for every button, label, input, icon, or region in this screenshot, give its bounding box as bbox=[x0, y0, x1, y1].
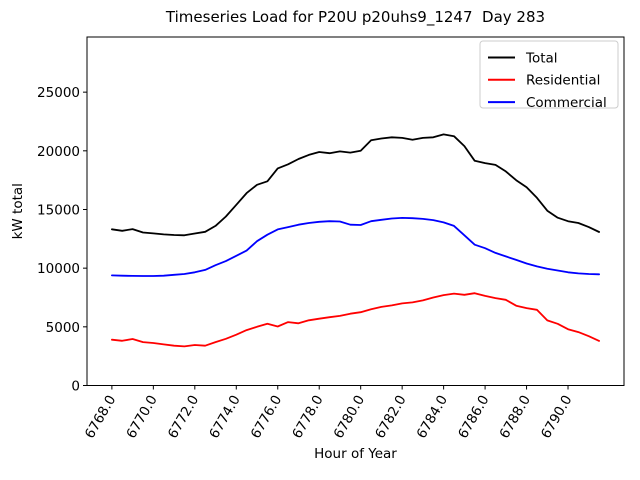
x-tick-label: 6778.0 bbox=[289, 393, 326, 442]
legend-label-commercial: Commercial bbox=[526, 95, 607, 111]
y-tick-label: 0 bbox=[71, 379, 80, 395]
x-tick-label: 6788.0 bbox=[497, 393, 534, 442]
x-tick-label: 6768.0 bbox=[82, 393, 119, 442]
y-tick-label: 25000 bbox=[37, 85, 80, 101]
x-tick-label: 6770.0 bbox=[123, 393, 160, 442]
plot-border bbox=[86, 36, 625, 386]
x-tick-label: 6782.0 bbox=[372, 393, 409, 442]
y-tick-label: 5000 bbox=[46, 320, 80, 336]
y-tick-label: 15000 bbox=[37, 202, 80, 218]
x-tick-label: 6776.0 bbox=[248, 393, 285, 442]
series-line-total bbox=[111, 133, 600, 237]
x-tick-label: 6780.0 bbox=[331, 393, 368, 442]
chart-title: Timeseries Load for P20U p20uhs9_1247 Da… bbox=[165, 8, 546, 26]
x-tick-label: 6790.0 bbox=[538, 393, 575, 442]
y-tick-label: 10000 bbox=[37, 261, 80, 277]
x-axis-label: Hour of Year bbox=[314, 446, 397, 462]
x-tick-label: 6774.0 bbox=[206, 393, 243, 442]
series-line-residential bbox=[111, 292, 600, 348]
legend-label-residential: Residential bbox=[526, 73, 600, 89]
y-axis-label: kW total bbox=[10, 183, 26, 239]
x-tick-label: 6786.0 bbox=[455, 393, 492, 442]
x-tick-label: 6784.0 bbox=[414, 393, 451, 442]
x-tick-label: 6772.0 bbox=[165, 393, 202, 442]
legend-label-total: Total bbox=[525, 50, 558, 66]
series-line-commercial bbox=[111, 216, 600, 277]
y-tick-label: 20000 bbox=[37, 144, 80, 160]
